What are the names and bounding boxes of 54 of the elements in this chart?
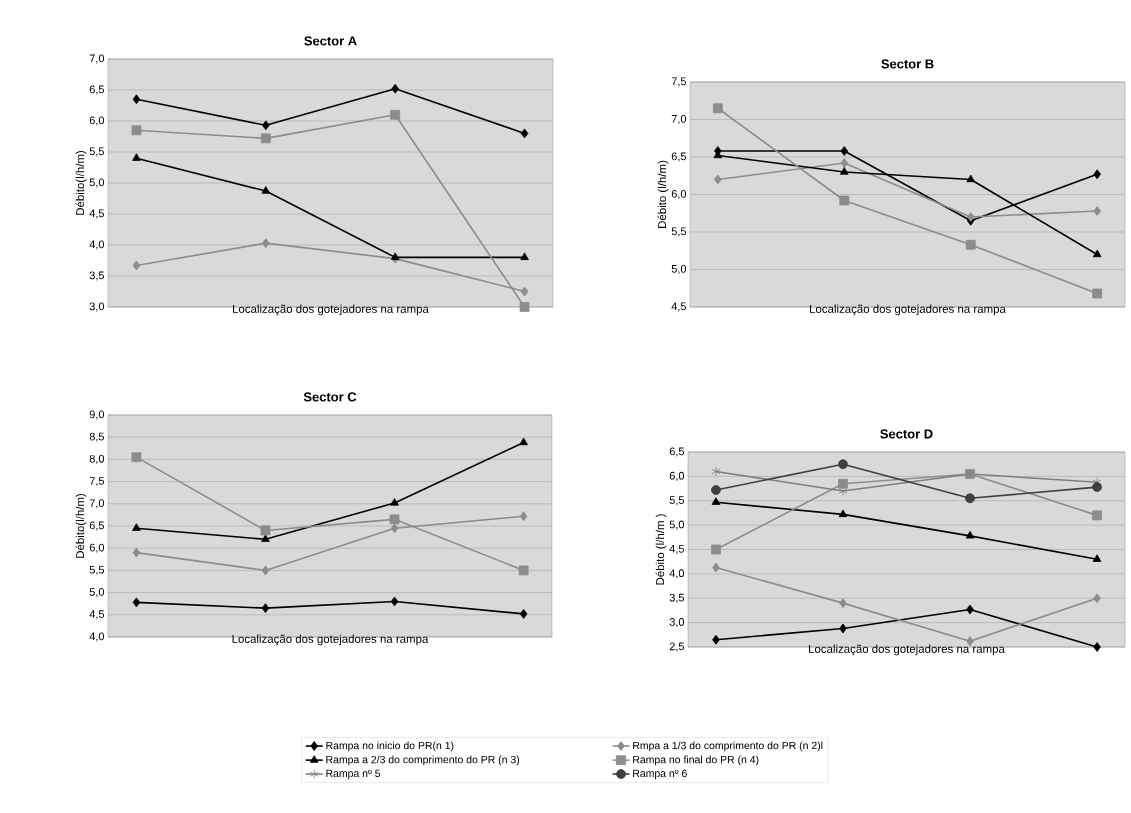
legend-label: Rampa a 2/3 do comprimento do PR (n 3)	[326, 755, 520, 766]
y-tick-label: 4,5	[89, 209, 105, 219]
y-axis-title: Débito(l/h/m)	[75, 493, 87, 558]
x-axis-title: Localização dos gotejadores na rampa	[810, 304, 1006, 316]
y-tick-label: 6,0	[89, 543, 105, 553]
y-tick-label: 7,5	[89, 477, 105, 487]
y-tick-label: 5,5	[89, 565, 105, 575]
y-tick-label: 5,5	[89, 147, 105, 157]
y-tick-label: 7,0	[89, 499, 105, 509]
chart-title: Sector C	[303, 392, 357, 402]
y-tick-label: 3,0	[669, 618, 685, 628]
y-tick-label: 4,0	[89, 240, 105, 250]
y-tick-label: 4,0	[89, 632, 105, 642]
y-tick-label: 9,0	[89, 410, 105, 420]
y-tick-label: 7,0	[89, 54, 105, 64]
legend-label: Rampa nº 5	[326, 769, 381, 780]
y-axis-title: Débito(l/h/m)	[75, 150, 87, 215]
legend-label: Rmpa a 1/3 do comprimento do PR (n 2)l	[633, 741, 823, 752]
y-tick-label: 4,5	[669, 545, 685, 554]
y-tick-label: 2,5	[669, 642, 685, 652]
chart-title: Sector D	[880, 429, 933, 439]
legend-label: Rampa no final do PR (n 4)	[633, 755, 759, 766]
y-tick-label: 3,0	[89, 302, 105, 312]
chart-title: Sector B	[881, 59, 934, 69]
y-tick-label: 5,0	[89, 178, 105, 188]
y-tick-label: 4,5	[89, 610, 105, 620]
y-tick-label: 6,5	[89, 521, 105, 531]
y-tick-label: 5,0	[669, 520, 685, 530]
y-tick-label: 6,5	[89, 85, 105, 95]
y-tick-label: 4,5	[671, 302, 687, 312]
legend-label: Rampa nº 6	[633, 769, 687, 780]
y-tick-label: 5,0	[671, 264, 687, 275]
y-axis-title: Débito (l/h/m)	[657, 160, 669, 228]
y-tick-label: 5,0	[89, 588, 105, 598]
y-tick-label: 5,5	[669, 496, 685, 506]
x-axis-title: Localização dos gotejadores na rampa	[233, 304, 429, 316]
chart-title: Sector A	[304, 36, 357, 46]
y-tick-label: 6,5	[669, 447, 685, 457]
y-tick-label: 7,5	[671, 77, 687, 87]
y-tick-label: 7,0	[671, 114, 687, 125]
y-tick-label: 3,5	[89, 271, 105, 281]
y-tick-label: 6,0	[669, 471, 685, 481]
y-tick-label: 6,0	[671, 189, 687, 200]
y-tick-label: 5,5	[671, 227, 687, 237]
y-tick-label: 8,5	[89, 432, 105, 442]
y-tick-label: 4,0	[669, 569, 685, 579]
y-axis-title: Débito (l/h/m )	[655, 514, 667, 585]
x-axis-title: Localização dos gotejadores na rampa	[232, 634, 429, 646]
y-tick-label: 3,5	[669, 593, 685, 603]
legend-label: Rampa no inicio do PR(n 1)	[326, 741, 454, 752]
y-tick-label: 8,0	[89, 454, 105, 464]
y-tick-label: 6,0	[89, 116, 105, 126]
x-axis-title: Localização dos gotejadores na rampa	[809, 644, 1005, 656]
y-tick-label: 6,5	[671, 152, 687, 162]
